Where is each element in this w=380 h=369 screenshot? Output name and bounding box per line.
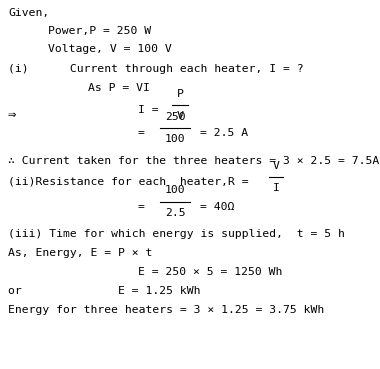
Text: (iii) Time for which energy is supplied,  t = 5 h: (iii) Time for which energy is supplied,… bbox=[8, 229, 345, 239]
Text: P: P bbox=[177, 89, 184, 99]
Text: ⇒: ⇒ bbox=[8, 108, 16, 122]
Text: 100: 100 bbox=[165, 134, 185, 144]
Text: = 40Ω: = 40Ω bbox=[200, 202, 234, 212]
Text: I =: I = bbox=[138, 105, 158, 115]
Text: E = 250 × 5 = 1250 Wh: E = 250 × 5 = 1250 Wh bbox=[138, 267, 282, 277]
Text: = 2.5 A: = 2.5 A bbox=[200, 128, 248, 138]
Text: Power,P = 250 W: Power,P = 250 W bbox=[48, 26, 151, 36]
Text: ∴ Current taken for the three heaters = 3 × 2.5 = 7.5A: ∴ Current taken for the three heaters = … bbox=[8, 156, 379, 166]
Text: V: V bbox=[177, 111, 184, 121]
Text: Given,: Given, bbox=[8, 8, 49, 18]
Text: V: V bbox=[272, 161, 279, 171]
Text: 100: 100 bbox=[165, 185, 185, 195]
Text: =: = bbox=[138, 128, 145, 138]
Text: I: I bbox=[272, 183, 279, 193]
Text: Energy for three heaters = 3 × 1.25 = 3.75 kWh: Energy for three heaters = 3 × 1.25 = 3.… bbox=[8, 305, 324, 315]
Text: or              E = 1.25 kWh: or E = 1.25 kWh bbox=[8, 286, 201, 296]
Text: As P = VI: As P = VI bbox=[88, 83, 150, 93]
Text: =: = bbox=[138, 202, 145, 212]
Text: (i)      Current through each heater, I = ?: (i) Current through each heater, I = ? bbox=[8, 64, 304, 74]
Text: Voltage, V = 100 V: Voltage, V = 100 V bbox=[48, 44, 172, 54]
Text: (ii)Resistance for each  heater,R =: (ii)Resistance for each heater,R = bbox=[8, 177, 249, 187]
Text: As, Energy, E = P × t: As, Energy, E = P × t bbox=[8, 248, 152, 258]
Text: 2.5: 2.5 bbox=[165, 208, 185, 218]
Text: 250: 250 bbox=[165, 112, 185, 122]
